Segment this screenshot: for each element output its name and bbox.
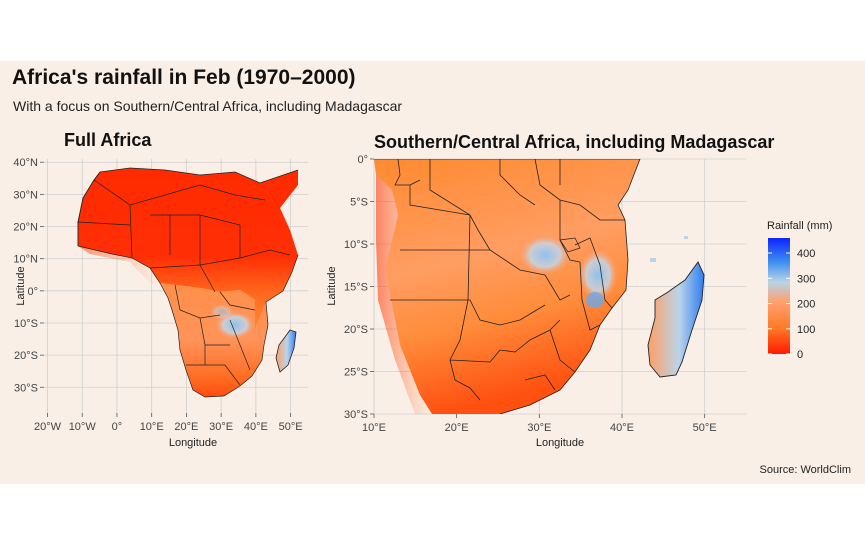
africa-central-wet-zone	[210, 304, 234, 320]
panel-b-xlabel: Longitude	[536, 437, 584, 449]
panel-a-xtick-label: 10°W	[69, 421, 97, 433]
panel-a-ytick-label: 20°N	[13, 222, 38, 234]
lake-victoria-outline	[559, 237, 581, 253]
panel-b-xtick-label: 40°E	[610, 422, 634, 434]
panel-a-ytick-label: 10°N	[13, 254, 38, 266]
panel-b-title: Southern/Central Africa, including Madag…	[374, 132, 774, 152]
panel-b-ytick-label: 25°S	[344, 367, 368, 379]
lake-region-wet-zone	[578, 249, 618, 301]
legend-tick-label: 300	[797, 273, 815, 285]
panel-b-ylabel: Latitude	[326, 266, 338, 305]
africa-south-landmass	[160, 283, 268, 397]
africa-north-landmass	[78, 168, 298, 330]
panel-b-ytick-label: 30°S	[344, 409, 368, 421]
legend-tick-label: 0	[797, 349, 803, 361]
panel-b-xtick-label: 20°E	[445, 422, 469, 434]
figure-subtitle: With a focus on Southern/Central Africa,…	[13, 98, 403, 114]
panel-a-ytick-label: 30°S	[14, 382, 38, 394]
legend-title: Rainfall (mm)	[767, 220, 832, 232]
panel-a-xtick-label: 20°W	[34, 421, 62, 433]
panel-b-ytick-label: 0°	[357, 154, 368, 166]
panel-a-outline	[77, 171, 101, 246]
panel-a-xtick-label: 10°E	[140, 421, 164, 433]
panel-a-ytick-label: 20°S	[14, 350, 38, 362]
panel-b-xtick-label: 50°E	[693, 422, 717, 434]
panel-b-borders	[374, 159, 641, 414]
legend-colorbar	[768, 238, 790, 354]
panel-a-ytick-label: 30°N	[13, 189, 38, 201]
panel-b-ytick-label: 10°S	[344, 239, 368, 251]
panel-b-ytick-label: 15°S	[344, 282, 368, 294]
panel-a-ylabel: Latitude	[15, 266, 27, 305]
panel-b-ytick-label: 20°S	[344, 324, 368, 336]
legend-tick-label: 400	[797, 248, 815, 260]
panel-a-xtick-label: 20°E	[174, 421, 198, 433]
panel-a-xlabel: Longitude	[169, 437, 217, 449]
africa-west-coast-shade	[78, 246, 160, 283]
east-africa-wet-zone	[519, 235, 571, 275]
mozambique-wet-zone	[586, 292, 604, 308]
panel-b-xtick-label: 10°E	[362, 422, 386, 434]
comoros-islands	[650, 258, 656, 262]
panel-a-xtick-label: 40°E	[244, 421, 268, 433]
legend-tick-label: 200	[797, 299, 815, 311]
mauritius-speck	[684, 236, 688, 239]
madagascar-a	[275, 329, 297, 373]
panel-a-ytick-label: 0°	[27, 286, 38, 298]
madagascar-b	[647, 261, 705, 378]
southern-africa-landmass	[374, 159, 640, 414]
angola-coast-shade	[376, 175, 432, 414]
panel-a-xtick-label: 50°E	[279, 421, 303, 433]
panel-a-borders	[77, 167, 299, 398]
legend-tick-label: 100	[797, 324, 815, 336]
panel-b-map	[374, 159, 705, 414]
panel-b-ytick-label: 5°S	[350, 197, 368, 209]
panel-a-title: Full Africa	[64, 130, 152, 150]
source-caption: Source: WorldClim	[759, 464, 852, 476]
panel-a-xtick-label: 0°	[112, 421, 123, 433]
panel-a-xtick-label: 30°E	[209, 421, 233, 433]
figure-title: Africa's rainfall in Feb (1970–2000)	[12, 66, 356, 89]
panel-a-ytick-label: 10°S	[14, 318, 38, 330]
panel-b-axes: 10°E 20°E 30°E 40°E 50°E 0° 5°S 10°S 15°S 20°S 25°…	[344, 154, 717, 434]
panel-b-xtick-label: 30°E	[527, 422, 551, 434]
legend-ticks: 400 300 200 100 0	[768, 248, 815, 361]
panel-a-axes: 20°W 10°W 0° 10°E 20°E 30°E 40°E 50°E 40°N 30°N 20…	[13, 157, 302, 433]
panel-a-ytick-label: 40°N	[13, 157, 38, 169]
panel-a-map	[77, 167, 299, 398]
